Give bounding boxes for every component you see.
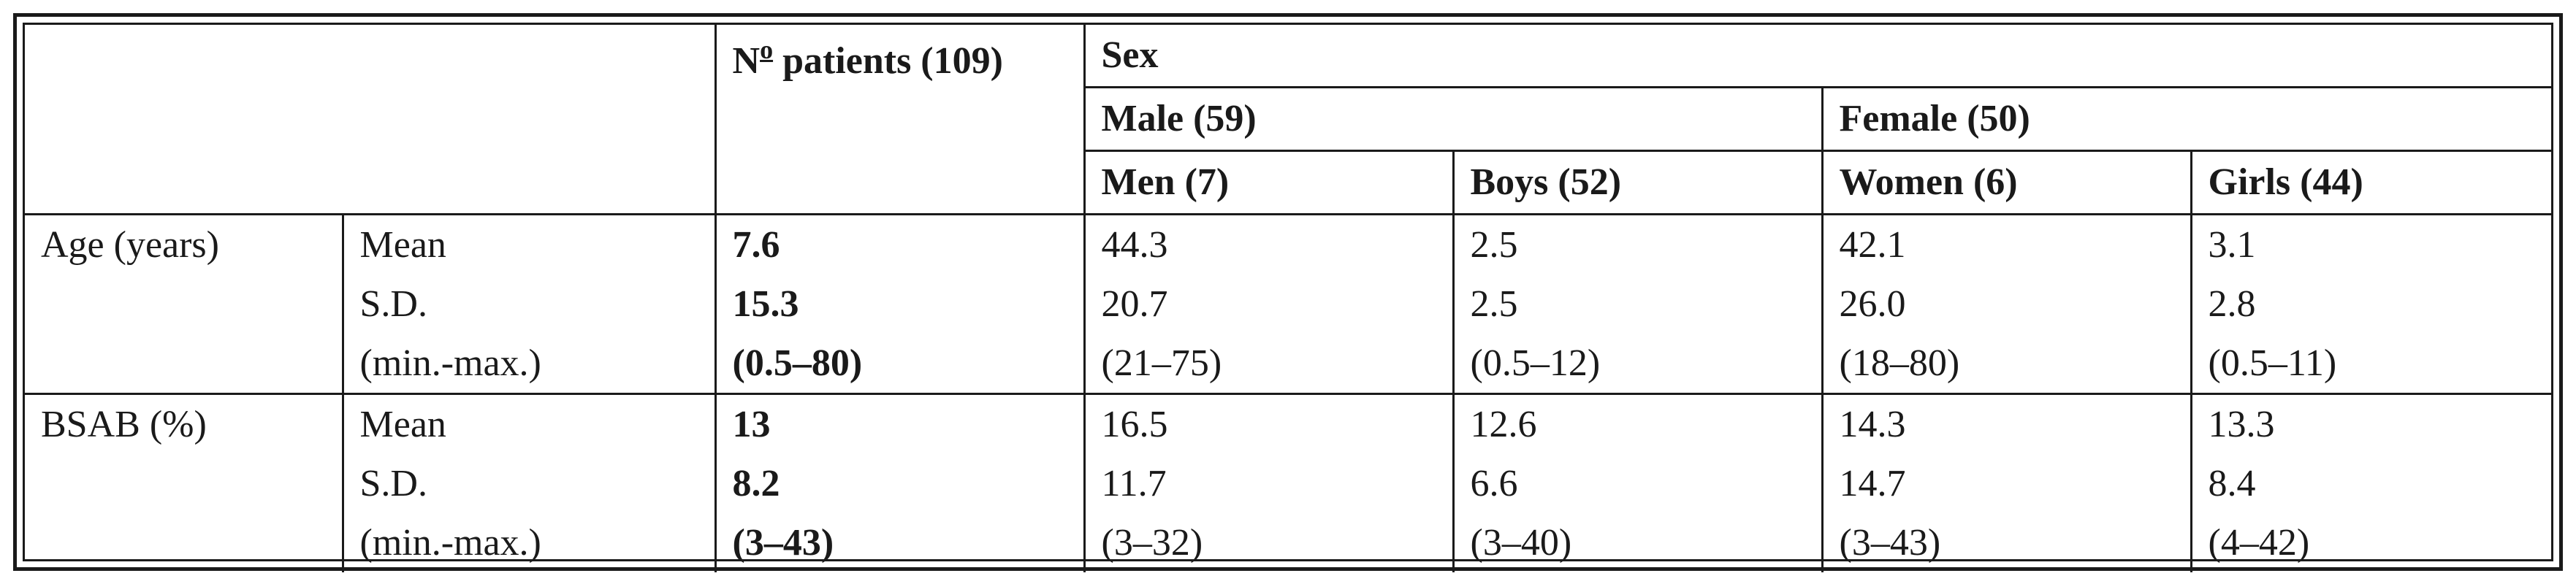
row-group-label: Age (years) — [25, 213, 343, 274]
cell-girls: 3.1 — [2190, 213, 2551, 274]
row-stat-label: (min.-max.) — [341, 334, 715, 394]
header-sex: Sex — [1083, 25, 2551, 88]
table-row: Age (years) Mean 7.6 44.3 2.5 42.1 3.1 — [25, 213, 2551, 274]
table-row: S.D. 8.2 11.7 6.6 14.7 8.4 — [25, 454, 2551, 513]
cell-girls: (0.5–11) — [2190, 334, 2551, 394]
cell-total: 7.6 — [714, 213, 1084, 274]
cell-women: (3–43) — [1821, 513, 2191, 572]
patients-label: patients (109) — [773, 40, 1003, 82]
cell-men: 11.7 — [1083, 454, 1453, 513]
header-women: Women (6) — [1821, 150, 2191, 215]
row-group-label — [25, 513, 343, 572]
row-stat-label: (min.-max.) — [341, 513, 715, 572]
table-row: BSAB (%) Mean 13 16.5 12.6 14.3 13.3 — [25, 393, 2551, 454]
cell-girls: 2.8 — [2190, 274, 2551, 334]
header-male: Male (59) — [1083, 86, 1822, 151]
header-girls: Girls (44) — [2190, 150, 2551, 215]
cell-women: 14.7 — [1821, 454, 2191, 513]
cell-total: 8.2 — [714, 454, 1084, 513]
cell-men: (3–32) — [1083, 513, 1453, 572]
patients-prefix: N — [732, 40, 761, 82]
cell-women: 14.3 — [1821, 393, 2191, 454]
cell-total: (0.5–80) — [714, 334, 1084, 394]
table-row: (min.-max.) (0.5–80) (21–75) (0.5–12) (1… — [25, 334, 2551, 394]
row-group-label: BSAB (%) — [25, 393, 343, 454]
table-row: S.D. 15.3 20.7 2.5 26.0 2.8 — [25, 274, 2551, 334]
cell-women: 42.1 — [1821, 213, 2191, 274]
cell-men: (21–75) — [1083, 334, 1453, 394]
cell-girls: (4–42) — [2190, 513, 2551, 572]
table-row: (min.-max.) (3–43) (3–32) (3–40) (3–43) … — [25, 513, 2551, 572]
row-group-label — [25, 274, 343, 334]
header-row-gender: Male (59) Female (50) — [25, 86, 2551, 151]
patient-statistics-table: No patients (109) Sex Male (59) Female (… — [25, 25, 2551, 572]
row-stat-label: Mean — [341, 393, 715, 454]
row-stat-label: Mean — [341, 213, 715, 274]
cell-men: 16.5 — [1083, 393, 1453, 454]
header-row-subgroup: Men (7) Boys (52) Women (6) Girls (44) — [25, 150, 2551, 215]
table-outer-frame: No patients (109) Sex Male (59) Female (… — [13, 13, 2563, 572]
row-group-label — [25, 454, 343, 513]
cell-men: 20.7 — [1083, 274, 1453, 334]
header-boys: Boys (52) — [1452, 150, 1822, 215]
cell-total: 15.3 — [714, 274, 1084, 334]
cell-boys: 2.5 — [1452, 274, 1822, 334]
row-group-label — [25, 334, 343, 394]
cell-total: 13 — [714, 393, 1084, 454]
row-stat-label: S.D. — [341, 454, 715, 513]
table-inner-frame: No patients (109) Sex Male (59) Female (… — [23, 23, 2553, 572]
header-empty-cell — [25, 25, 715, 215]
cell-boys: 2.5 — [1452, 213, 1822, 274]
cell-women: (18–80) — [1821, 334, 2191, 394]
cell-total: (3–43) — [714, 513, 1084, 572]
header-female: Female (50) — [1821, 86, 2551, 151]
row-stat-label: S.D. — [341, 274, 715, 334]
patients-superscript: o — [760, 35, 774, 64]
cell-men: 44.3 — [1083, 213, 1453, 274]
cell-girls: 8.4 — [2190, 454, 2551, 513]
cell-boys: 6.6 — [1452, 454, 1822, 513]
cell-boys: 12.6 — [1452, 393, 1822, 454]
cell-women: 26.0 — [1821, 274, 2191, 334]
cell-boys: (3–40) — [1452, 513, 1822, 572]
header-row-sex: No patients (109) Sex — [25, 25, 2551, 215]
header-men: Men (7) — [1083, 150, 1453, 215]
cell-girls: 13.3 — [2190, 393, 2551, 454]
header-patients-cell: No patients (109) — [714, 25, 1084, 215]
cell-boys: (0.5–12) — [1452, 334, 1822, 394]
